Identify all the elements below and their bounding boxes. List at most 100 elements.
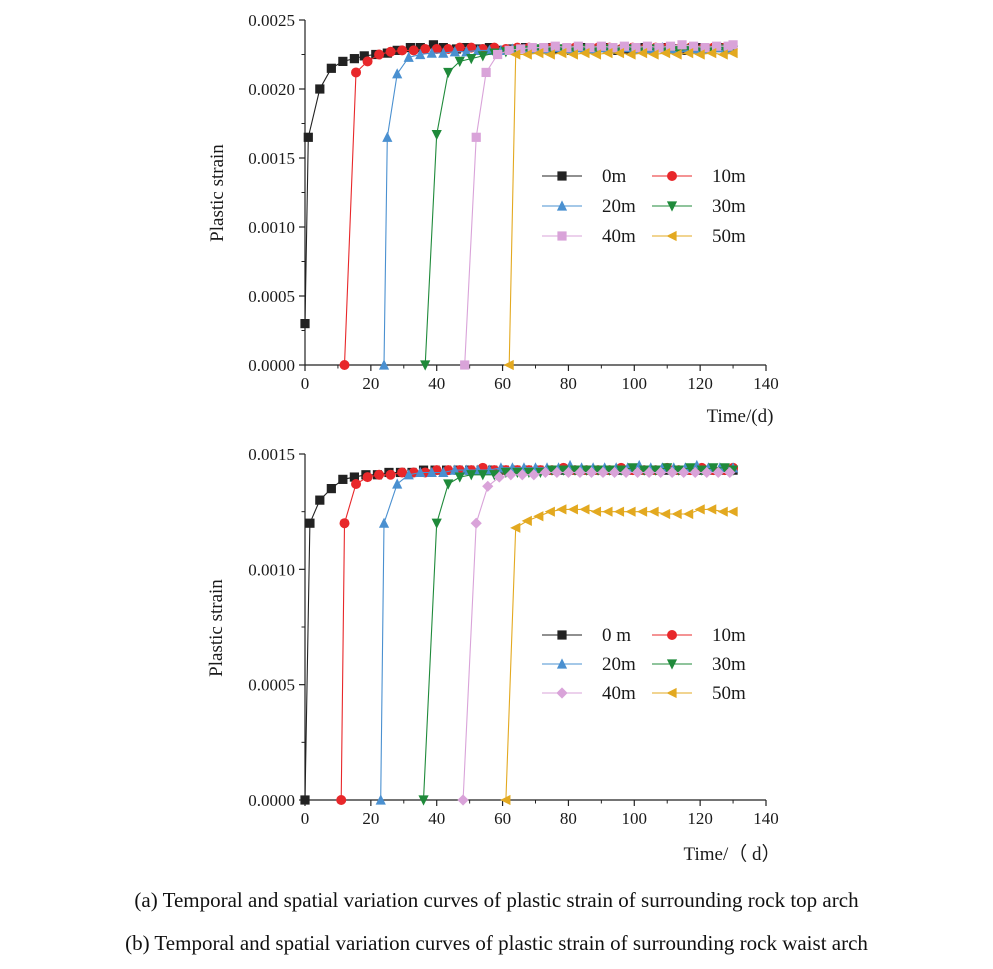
chart-b-data-point: [349, 472, 359, 482]
chart-a-data-point: [602, 48, 613, 59]
chart-a-data-point: [438, 47, 449, 58]
chart-a-x-tick-label: 40: [428, 374, 445, 393]
chart-b-data-point: [431, 518, 442, 529]
chart-a-x-tick-label: 140: [753, 374, 779, 393]
chart-a-data-point: [642, 41, 653, 51]
chart-a-data-point: [385, 46, 396, 57]
chart-a-data-point: [382, 131, 393, 142]
chart-a-y-tick-label: 0.0020: [248, 80, 295, 99]
chart-a-data-point: [415, 43, 425, 53]
chart-b-data-point: [685, 463, 696, 474]
chart-a-y-tick-label: 0.0000: [248, 356, 295, 375]
chart-a-series-line: [304, 44, 730, 324]
chart-b-data-point: [300, 795, 310, 805]
chart-b-data-point: [523, 467, 535, 479]
chart-a-data-point: [420, 360, 431, 371]
chart-a-data-point: [556, 48, 567, 59]
chart-b-data-point: [500, 794, 511, 806]
chart-a-data-point: [688, 41, 699, 51]
chart-b-data-point: [336, 795, 347, 805]
chart-a-data-point: [477, 51, 488, 62]
chart-b-data-point: [650, 465, 661, 476]
chart-a-data-point: [665, 41, 676, 51]
chart-b-data-point: [706, 504, 717, 515]
chart-a-data-point: [613, 48, 625, 59]
chart-b-data-point: [443, 479, 454, 490]
chart-a-data-point: [443, 67, 454, 79]
chart-a-legend-marker: [666, 201, 678, 212]
caption-b: (b) Temporal and spatial variation curve…: [125, 931, 868, 955]
chart-a-y-axis-title: Plastic strain: [207, 144, 228, 242]
chart-b-data-point: [338, 474, 348, 484]
chart-a-data-point: [573, 41, 583, 51]
chart-b-legend-marker: [666, 659, 678, 670]
chart-b-data-point: [683, 508, 694, 520]
chart-a-data-point: [431, 129, 442, 141]
chart-a-x-axis-title: Time/(d): [707, 406, 774, 427]
chart-a-x-tick-label: 0: [301, 374, 310, 393]
chart-a-data-point: [671, 49, 682, 60]
chart-b-data-point: [385, 469, 396, 480]
chart-a-data-point: [397, 45, 408, 56]
chart-b-legend-marker: [556, 658, 568, 669]
chart-a-data-point: [567, 49, 578, 60]
chart-a-data-point: [471, 132, 481, 142]
chart-a-data-point: [516, 44, 526, 54]
chart-b-data-point: [696, 465, 707, 476]
chart-a-data-point: [392, 68, 403, 79]
chart-b-data-point: [305, 518, 315, 528]
chart-b-x-tick-label: 120: [687, 809, 713, 828]
chart-b-data-point: [590, 506, 602, 517]
chart-b-series-5: [500, 504, 738, 806]
chart-b-legend-label: 10m: [712, 625, 746, 646]
chart-b-data-point: [579, 504, 590, 515]
chart-b-series-4: [457, 466, 736, 806]
chart-a-legend-label: 40m: [602, 226, 636, 247]
chart-a-legend-label: 50m: [712, 226, 746, 247]
chart-b-series-2: [375, 459, 739, 805]
chart-a-data-point: [562, 43, 572, 53]
chart-a-legend-marker: [557, 171, 567, 181]
chart-b-legend-label: 40m: [602, 683, 636, 704]
chart-b-data-point: [604, 465, 615, 476]
chart-a-data-point: [596, 41, 606, 51]
chart-a-data-point: [717, 49, 728, 60]
chart-a-data-point: [339, 360, 350, 370]
chart-b-data-point: [569, 465, 581, 476]
chart-b-data-point: [567, 504, 578, 515]
chart-a-data-point: [648, 49, 659, 60]
chart-a-data-point: [351, 67, 362, 78]
chart-b-legend-marker: [556, 687, 568, 699]
chart-a-data-point: [727, 48, 738, 59]
chart-b-data-point: [512, 467, 523, 479]
chart-b-legend-label: 30m: [712, 654, 746, 675]
chart-a-legend-label: 0m: [602, 166, 627, 187]
chart-a-data-point: [338, 56, 348, 66]
chart-a-data-point: [326, 63, 336, 73]
chart-b-data-point: [708, 463, 719, 474]
chart-b-data-point: [558, 465, 569, 476]
chart-a-data-point: [539, 43, 549, 53]
chart-b-data-point: [673, 465, 684, 476]
chart-b-data-point: [438, 466, 449, 478]
chart-a-legend-label: 30m: [712, 196, 746, 217]
chart-a-data-point: [466, 42, 477, 53]
chart-b-data-point: [510, 522, 521, 533]
chart-a-data-point: [443, 43, 454, 54]
chart-a-data-point: [521, 49, 532, 60]
chart-a-data-point: [460, 360, 470, 370]
chart-b-data-point: [727, 506, 738, 517]
chart-a-x-tick-label: 60: [494, 374, 511, 393]
chart-a-data-point: [349, 54, 359, 64]
chart-a-legend-marker: [556, 200, 568, 211]
chart-b-data-point: [403, 469, 414, 480]
chart-a-data-point: [481, 67, 491, 78]
chart-a-data-point: [723, 41, 733, 51]
chart-b-data-point: [489, 470, 500, 481]
chart-b-data-point: [694, 504, 705, 515]
chart-b-y-tick-label: 0.0005: [248, 676, 295, 695]
chart-a-data-point: [728, 40, 738, 50]
chart-a-legend-label: 10m: [712, 166, 746, 187]
chart-b-data-point: [717, 506, 728, 517]
chart-a-x-tick-label: 20: [362, 374, 379, 393]
